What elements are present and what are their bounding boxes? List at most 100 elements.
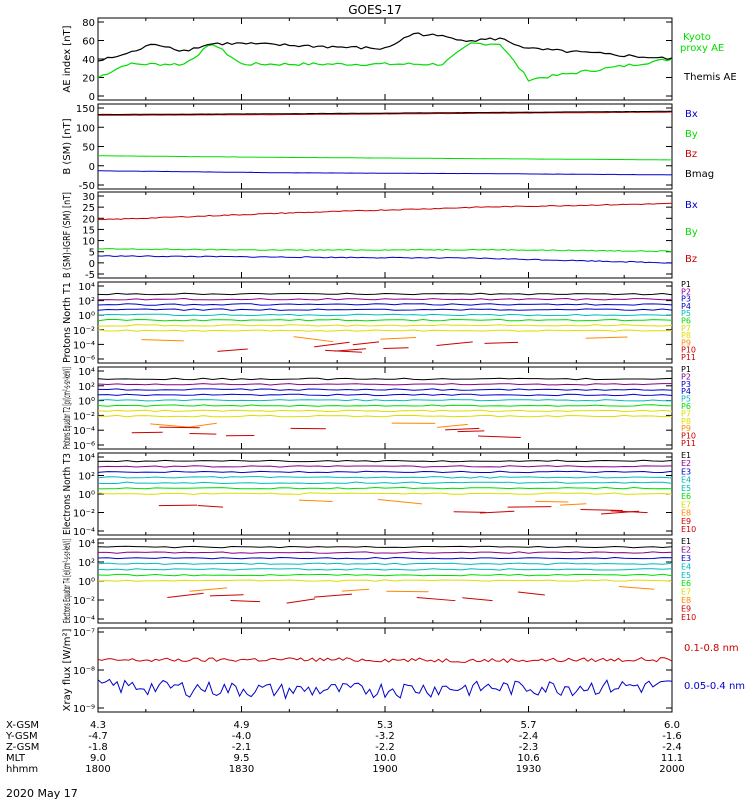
series-segment	[325, 349, 362, 353]
series-line	[97, 476, 673, 479]
x-axis-row-label: hhmm	[6, 764, 38, 775]
y-tick-label: 10⁻²	[73, 411, 95, 422]
y-tick-label: 20	[82, 214, 95, 225]
y-tick-label: 5	[89, 248, 95, 259]
series-line	[97, 329, 673, 332]
series-line	[98, 170, 673, 176]
panel-frame	[97, 17, 673, 101]
y-axis-label: Electrons North T3	[62, 453, 73, 535]
y-tick-label: 10⁻⁴	[73, 615, 95, 626]
y-tick-label: 50	[82, 143, 95, 154]
series-segment	[478, 435, 521, 439]
y-tick-label: -5	[85, 270, 95, 281]
legend-entry: E8	[681, 509, 691, 518]
series-segment	[131, 431, 163, 434]
series-line	[97, 465, 673, 468]
legend-entry: Themis AE	[683, 72, 737, 83]
series-line	[97, 579, 673, 582]
x-axis-row-label: Y-GSM	[5, 731, 38, 742]
x-axis-value: 9.0	[90, 753, 106, 764]
legend-entry: Bx	[685, 200, 698, 211]
panel-2: 150 100 50 0 -50 B (SM) [nT] Bx By Bz Bmag	[62, 103, 714, 192]
series-segment	[507, 506, 552, 508]
series-segment	[150, 423, 191, 428]
series-line	[97, 556, 673, 560]
series-line	[97, 398, 673, 402]
legend-entry: 0.05-0.4 nm	[684, 681, 745, 692]
series-segment	[457, 430, 485, 433]
series-segment	[580, 509, 623, 511]
y-tick-label: 10⁻⁸	[73, 666, 95, 677]
y-tick-label: 10⁰	[78, 311, 95, 322]
legend-entry: E4	[681, 476, 691, 485]
series-line	[97, 318, 673, 322]
y-axis-label: AE index [nT]	[62, 25, 73, 92]
y-tick-label: 20	[82, 74, 95, 85]
series-segment	[298, 499, 333, 503]
y-axis-label: B (SM)-IGRF (SM) [nT]	[62, 192, 73, 278]
y-tick-label: 10⁻⁶	[73, 355, 95, 366]
y-tick-label: 0	[89, 162, 95, 173]
series-line	[97, 255, 673, 264]
y-tick-label: 10⁻⁶	[73, 441, 95, 452]
x-axis-value: 1900	[372, 764, 397, 775]
series-segment	[380, 336, 417, 340]
series-line	[97, 110, 672, 116]
series-segment	[383, 347, 409, 350]
series-segment	[341, 588, 370, 592]
panel-frame	[97, 103, 673, 190]
legend-entry: P4	[681, 387, 691, 396]
y-tick-label: 10⁻²	[73, 596, 95, 607]
legend-entry: Bmag	[685, 169, 714, 180]
x-axis-value: -2.1	[232, 742, 252, 753]
series-line	[97, 393, 673, 397]
x-axis-value: 5.7	[521, 720, 537, 731]
legend-entry: E2	[681, 545, 691, 554]
y-tick-label: 60	[82, 37, 95, 48]
y-tick-label: 10⁴	[78, 539, 95, 550]
legend-entry: Bx	[685, 109, 698, 120]
series-line	[97, 481, 673, 485]
legend-entry: E9	[681, 605, 691, 614]
x-axis-row-label: MLT	[6, 753, 26, 764]
series-line	[97, 492, 673, 495]
legend-entry: P5	[681, 395, 691, 404]
legend-entry: E2	[681, 459, 691, 468]
series-segment	[314, 593, 353, 598]
panel-frame	[97, 191, 673, 279]
y-tick-label: 25	[82, 203, 95, 214]
x-axis-row-label: Z-GSM	[6, 742, 39, 753]
legend-entry: E10	[681, 525, 696, 534]
legend-entry: E6	[681, 492, 691, 501]
series-segment	[535, 500, 569, 503]
legend-entry: E5	[681, 484, 691, 493]
series-line	[97, 573, 673, 577]
legend-entry: P9	[681, 338, 691, 347]
y-tick-label: 15	[82, 225, 95, 236]
legend-entry: P8	[681, 417, 691, 426]
legend-entry: E5	[681, 571, 691, 580]
legend-entry: E10	[681, 613, 696, 622]
x-axis-value: 11.1	[661, 753, 683, 764]
y-tick-label: 10⁴	[78, 282, 95, 293]
x-axis-row-label: X-GSM	[6, 720, 39, 731]
legend-entry: E4	[681, 562, 691, 571]
x-axis-value: -4.7	[88, 731, 108, 742]
y-axis-label: Protons North T1	[62, 282, 73, 363]
series-line	[97, 657, 673, 664]
y-axis-label: Protons Equator T2 [p/(cm²-s-sr-keV)]	[62, 367, 73, 449]
x-axis-value: 4.9	[234, 720, 250, 731]
series-line	[97, 459, 673, 463]
series-line	[97, 303, 673, 306]
series-segment	[445, 427, 480, 431]
legend-entry: P1	[681, 365, 691, 374]
y-axis-label: Electrons Equator T4 [e/(cm²-s-sr-keV)]	[62, 539, 73, 623]
series-line	[97, 414, 673, 418]
y-tick-label: 10⁻⁴	[73, 426, 95, 437]
legend-entry: By	[685, 129, 698, 140]
series-segment	[436, 341, 473, 346]
